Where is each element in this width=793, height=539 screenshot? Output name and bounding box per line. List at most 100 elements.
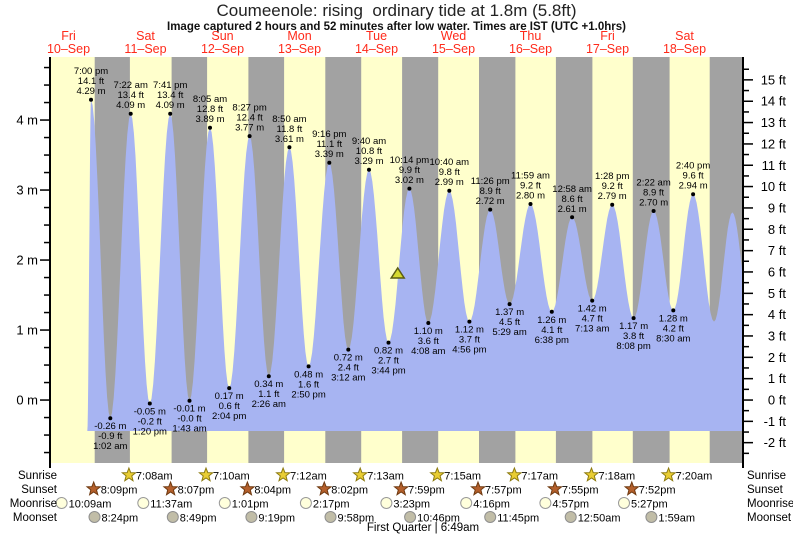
- low-tide-label: 2.7 ft: [378, 356, 399, 367]
- right-axis-label: 8 ft: [768, 222, 786, 237]
- sunset-star: [162, 480, 179, 496]
- moonrise-circle: [55, 497, 68, 509]
- right-axis-label: -1 ft: [764, 414, 787, 429]
- right-axis-tick: [743, 313, 753, 316]
- day-name: Wed: [440, 29, 467, 43]
- right-axis-label: 6 ft: [768, 265, 786, 280]
- right-axis-label: -2 ft: [764, 435, 787, 450]
- tide-point-dot: [287, 145, 292, 150]
- sunset-time: 7:57pm: [485, 485, 522, 497]
- left-axis-tick: [44, 206, 50, 209]
- right-axis-label: 0 ft: [768, 393, 786, 408]
- moonrise-circle: [618, 497, 630, 509]
- high-tide-label: 7:41 pm: [153, 80, 187, 91]
- right-axis-tick: [743, 441, 753, 444]
- moonrise-time: 2:17pm: [313, 499, 350, 511]
- sunset-star: [623, 480, 640, 496]
- tide-curve-area: [87, 99, 742, 431]
- right-axis-tick: [743, 175, 749, 177]
- day-name: Fri: [61, 29, 76, 43]
- moonset-circle: [404, 511, 417, 523]
- day-header: Thu 16–Sep: [509, 30, 552, 55]
- sunset-star: [470, 480, 487, 496]
- sunset-time: 7:52pm: [639, 485, 676, 497]
- low-tide-label: 5:29 am: [492, 327, 526, 338]
- right-axis-tick: [743, 420, 753, 423]
- moonset-circle: [645, 511, 658, 523]
- day-date: 15–Sep: [431, 41, 476, 56]
- moonrise-circle: [380, 497, 393, 509]
- sunrise-time: 7:13am: [367, 471, 404, 483]
- moonset-circle: [484, 511, 497, 523]
- high-tide-label: 9.2 ft: [520, 181, 541, 192]
- high-tide-label: 9.8 ft: [439, 167, 460, 178]
- moonset-circle: [88, 511, 101, 523]
- sunrise-label-left: Sunrise: [18, 470, 57, 482]
- high-tide-label: 2.70 m: [639, 198, 668, 209]
- moonrise-time: 5:27pm: [631, 499, 668, 511]
- day-date: 17–Sep: [585, 41, 630, 56]
- low-tide-label: 1.42 m: [578, 304, 607, 315]
- right-axis-tick: [743, 228, 753, 230]
- moonset-circle: [166, 511, 179, 523]
- high-tide-label: 8:50 am: [272, 114, 306, 125]
- high-tide-label: 11:26 pm: [471, 176, 510, 187]
- moonrise-time: 3:23pm: [393, 499, 430, 511]
- left-axis-tick: [44, 346, 50, 349]
- tide-point-dot: [266, 374, 271, 379]
- moonrise-time: 1:01pm: [232, 499, 269, 511]
- high-tide-label: 2.99 m: [435, 177, 464, 188]
- moonrise-circle: [460, 497, 473, 509]
- low-tide-label: -0.26 m: [94, 421, 126, 432]
- day-header: Fri 10–Sep: [47, 30, 90, 55]
- sunset-time: 7:59pm: [408, 485, 445, 497]
- low-tide-label: 0.6 ft: [219, 401, 240, 412]
- tide-point-dot: [208, 125, 212, 130]
- high-tide-label: 12:58 am: [552, 184, 592, 195]
- high-tide-label: 9:16 pm: [312, 129, 346, 140]
- low-tide-label: 2:26 am: [252, 399, 286, 410]
- high-tide-label: 2:22 am: [636, 178, 670, 189]
- right-axis-tick: [743, 377, 753, 380]
- left-axis-tick: [44, 101, 50, 104]
- left-axis-tick: [44, 66, 50, 69]
- right-axis-tick: [743, 367, 749, 369]
- left-axis-tick: [44, 136, 50, 139]
- right-axis-tick: [743, 345, 749, 348]
- tide-point-dot: [570, 215, 575, 220]
- right-axis-tick: [743, 281, 749, 284]
- right-axis-tick: [743, 292, 753, 295]
- day-header: Fri 17–Sep: [586, 30, 629, 55]
- low-tide-label: 4.2 ft: [663, 323, 684, 334]
- left-axis-label: 0 m: [16, 393, 38, 408]
- moonset-time: 12:50am: [578, 513, 621, 525]
- sunrise-star: [198, 466, 215, 482]
- high-tide-label: 9.6 ft: [683, 171, 704, 182]
- high-tide-label: 4.09 m: [116, 100, 145, 111]
- right-axis-tick: [743, 388, 749, 391]
- sunset-time: 8:04pm: [254, 485, 291, 497]
- low-tide-label: -0.2 ft: [138, 417, 163, 428]
- moonrise-label-left: Moonrise: [9, 498, 57, 510]
- low-tide-label: 4.7 ft: [582, 314, 603, 325]
- sunrise-star: [506, 466, 523, 482]
- right-axis-tick: [743, 239, 749, 241]
- sunrise-time: 7:15am: [444, 471, 481, 483]
- tide-point-dot: [247, 134, 252, 139]
- sunrise-label-right: Sunrise: [747, 470, 786, 482]
- high-tide-label: 3.77 m: [235, 123, 264, 134]
- tide-point-dot: [651, 209, 656, 213]
- sunset-star: [546, 480, 563, 496]
- sunrise-star: [120, 466, 137, 482]
- low-tide-label: 0.34 m: [254, 379, 283, 390]
- sunset-star: [316, 480, 333, 496]
- sunrise-star: [583, 466, 600, 482]
- left-axis-label: 3 m: [16, 183, 38, 198]
- day-date: 10–Sep: [46, 41, 91, 56]
- high-tide-label: 8.9 ft: [643, 188, 664, 199]
- moonset-circle: [324, 511, 337, 523]
- tide-point-dot: [631, 316, 636, 321]
- low-tide-label: 1.37 m: [495, 307, 524, 318]
